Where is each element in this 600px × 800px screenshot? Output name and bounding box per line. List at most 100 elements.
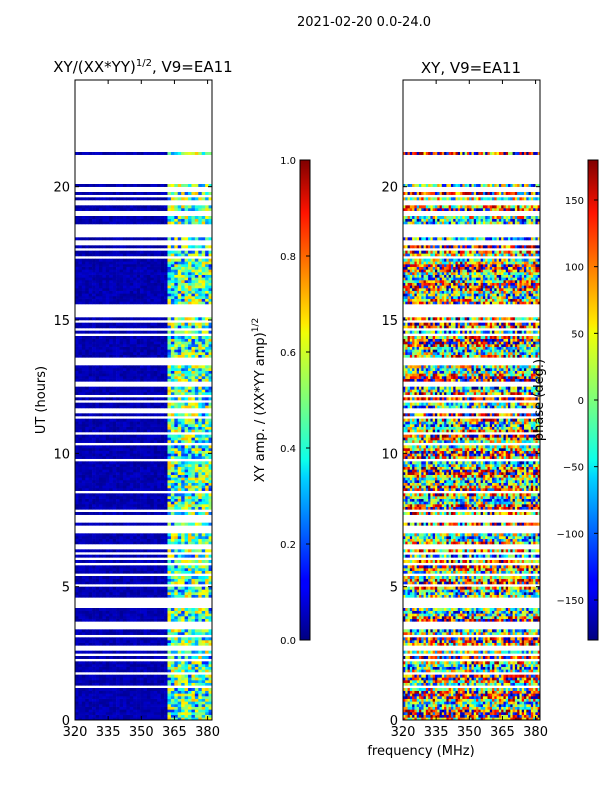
heatmap-cell [109, 274, 113, 278]
heatmap-cell [157, 712, 161, 715]
heatmap-cell [119, 608, 124, 611]
heatmap-cell [126, 485, 131, 489]
heatmap-cell [75, 688, 79, 691]
heatmap-cell [184, 650, 189, 654]
heatmap-cell [153, 541, 158, 545]
heatmap-cell [126, 250, 131, 254]
heatmap-cell [205, 317, 209, 321]
heatmap-cell [136, 690, 141, 694]
heatmap-cell [174, 330, 179, 334]
heatmap-cell [109, 322, 113, 326]
heatmap-cell [170, 477, 175, 481]
heatmap-cell [208, 560, 213, 563]
heatmap-cell [167, 288, 172, 291]
heatmap-cell [170, 589, 175, 593]
heatmap-cell [198, 498, 203, 502]
heatmap-cell [88, 677, 93, 681]
heatmap-cell [181, 664, 185, 667]
heatmap-cell [181, 493, 185, 497]
heatmap-cell [85, 418, 89, 422]
heatmap-cell [146, 480, 151, 483]
heatmap-cell [146, 253, 151, 257]
heatmap-cell [85, 261, 89, 265]
heatmap-cell [164, 346, 168, 350]
heatmap-cell [81, 269, 86, 273]
heatmap-cell [198, 330, 203, 334]
heatmap-cell [150, 664, 155, 667]
heatmap-cell [122, 413, 127, 417]
heatmap-cell [181, 656, 185, 659]
heatmap-cell [92, 661, 96, 665]
heatmap-cell [136, 661, 141, 665]
heatmap-cell [116, 418, 120, 422]
heatmap-cell [201, 264, 206, 267]
heatmap-cell [198, 706, 203, 710]
heatmap-cell [105, 541, 110, 545]
heatmap-cell [146, 642, 151, 646]
heatmap-cell [119, 504, 124, 507]
heatmap-cell [75, 437, 79, 441]
heatmap-cell [205, 464, 209, 467]
heatmap-cell [177, 717, 182, 721]
heatmap-cell [160, 474, 165, 478]
heatmap-cell [188, 456, 192, 459]
heatmap-cell [184, 504, 189, 507]
heatmap-cell [98, 482, 103, 486]
heatmap-cell [208, 578, 213, 582]
heatmap-cell [136, 560, 141, 563]
heatmap-cell [198, 565, 203, 569]
heatmap-cell [181, 472, 185, 475]
heatmap-cell [191, 453, 196, 457]
heatmap-cell [188, 344, 192, 347]
heatmap-cell [167, 338, 172, 342]
heatmap-cell [122, 341, 127, 345]
heatmap-cell [136, 570, 141, 574]
heatmap-cell [164, 272, 168, 275]
heatmap-cell [194, 616, 199, 619]
heatmap-cell [160, 437, 165, 441]
heatmap-cell [122, 448, 127, 451]
heatmap-cell [164, 352, 168, 355]
heatmap-cell [191, 250, 196, 254]
heatmap-cell [170, 570, 175, 574]
heatmap-cell [105, 466, 110, 470]
heatmap-cell [112, 693, 117, 697]
heatmap-cell [105, 389, 110, 393]
heatmap-cell [181, 266, 185, 270]
heatmap-cell [116, 421, 120, 425]
heatmap-cell [174, 610, 179, 614]
heatmap-cell [157, 424, 161, 427]
heatmap-cell [105, 264, 110, 267]
heatmap-cell [116, 714, 120, 718]
heatmap-cell [157, 717, 161, 721]
heatmap-cell [184, 450, 189, 454]
heatmap-cell [133, 594, 137, 598]
heatmap-cell [157, 392, 161, 395]
heatmap-cell [78, 496, 83, 499]
heatmap-cell [116, 261, 120, 265]
heatmap-cell [164, 664, 168, 667]
heatmap-cell [177, 445, 182, 449]
heatmap-cell [129, 608, 134, 611]
heatmap-cell [88, 429, 93, 433]
heatmap-cell [201, 376, 206, 379]
heatmap-cell [174, 666, 179, 670]
heatmap-cell [164, 589, 168, 593]
heatmap-cell [119, 317, 124, 321]
heatmap-cell [146, 613, 151, 617]
heatmap-cell [194, 453, 199, 457]
heatmap-cell [170, 608, 175, 611]
heatmap-cell [143, 429, 148, 433]
heatmap-cell [112, 330, 117, 334]
heatmap-cell [157, 469, 161, 473]
heatmap-cell [88, 656, 93, 659]
heatmap-cell [150, 298, 155, 302]
heatmap-cell [198, 376, 203, 379]
heatmap-cell [126, 418, 131, 422]
heatmap-cell [208, 280, 213, 283]
heatmap-cell [105, 677, 110, 681]
heatmap-cell [191, 610, 196, 614]
heatmap-cell [205, 338, 209, 342]
heatmap-cell [177, 317, 182, 321]
heatmap-cell [102, 488, 107, 491]
